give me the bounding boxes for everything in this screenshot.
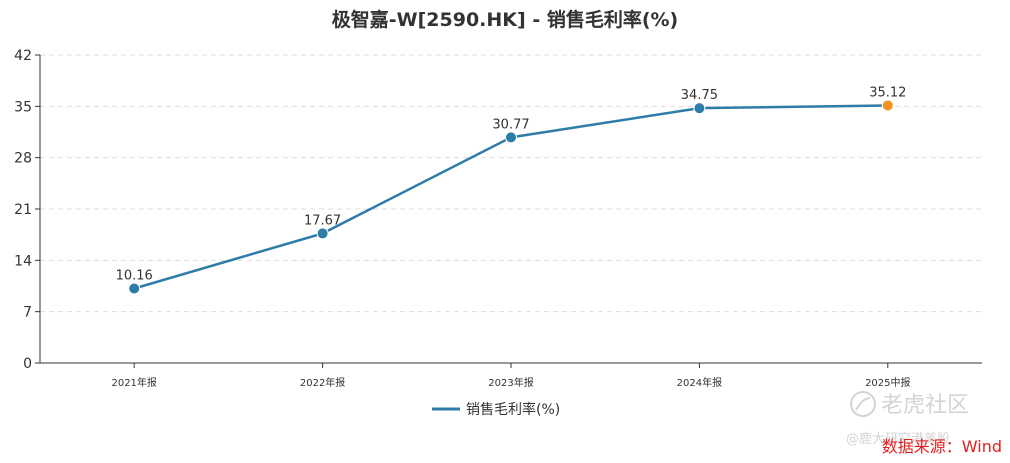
legend[interactable]: 销售毛利率(%) xyxy=(432,401,560,418)
x-axis-ticks: 2021年报 2022年报 2023年报 2024年报 2025中报 xyxy=(111,363,911,389)
y-tick-label: 14 xyxy=(14,253,32,269)
x-tick-label: 2025中报 xyxy=(865,376,910,389)
data-label: 10.16 xyxy=(116,268,153,283)
data-point[interactable] xyxy=(505,131,517,144)
x-tick-label: 2023年报 xyxy=(488,376,533,389)
y-tick-label: 7 xyxy=(23,305,32,321)
y-tick-label: 21 xyxy=(14,202,32,218)
legend-label: 销售毛利率(%) xyxy=(466,401,560,418)
data-point[interactable] xyxy=(693,102,706,115)
data-point[interactable] xyxy=(316,227,329,240)
data-point[interactable] xyxy=(881,99,894,112)
watermark-logo-mark xyxy=(855,397,871,411)
x-tick-label: 2022年报 xyxy=(300,376,345,389)
x-tick-label: 2024年报 xyxy=(677,376,722,389)
y-axis-ticks: 0 7 14 21 28 35 42 xyxy=(14,48,40,372)
y-tick-label: 0 xyxy=(23,356,32,372)
chart-title: 极智嘉-W[2590.HK] - 销售毛利率(%) xyxy=(332,8,678,31)
data-label: 30.77 xyxy=(492,117,529,132)
data-label: 35.12 xyxy=(869,85,906,100)
series-layer: 10.16 17.67 30.77 34.75 35.12 xyxy=(116,85,906,295)
data-label: 17.67 xyxy=(304,213,341,228)
watermark-handle: @鹿大研究港美股 xyxy=(846,431,950,447)
source-label: 数据来源：Wind xyxy=(882,437,1002,456)
watermark: 老虎社区 @鹿大研究港美股 xyxy=(846,391,969,447)
x-tick-label: 2021年报 xyxy=(111,376,156,389)
gridlines xyxy=(40,54,982,313)
data-label: 34.75 xyxy=(681,88,718,103)
y-tick-label: 28 xyxy=(14,151,32,167)
watermark-logo-icon xyxy=(850,391,876,417)
watermark-brand: 老虎社区 xyxy=(881,393,969,418)
y-tick-label: 35 xyxy=(14,99,32,115)
y-tick-label: 42 xyxy=(14,48,32,64)
data-point[interactable] xyxy=(128,282,141,295)
